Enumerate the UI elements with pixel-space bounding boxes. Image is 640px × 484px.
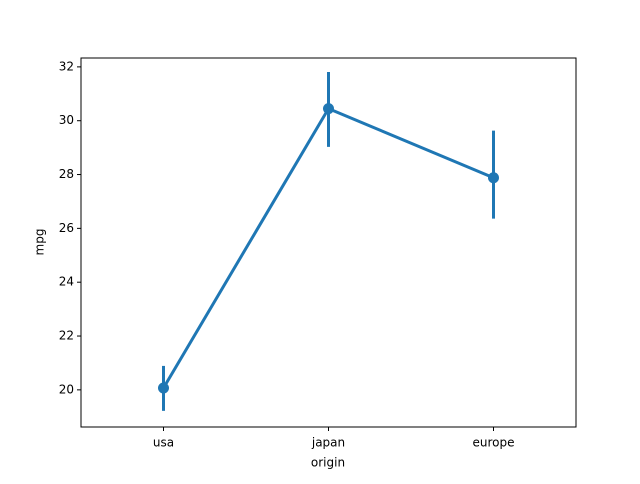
y-tick-label: 30	[59, 113, 74, 127]
x-axis-label: origin	[311, 456, 345, 470]
point	[488, 172, 499, 184]
point	[158, 382, 169, 394]
y-tick-label: 26	[59, 221, 74, 235]
y-tick-label: 24	[59, 275, 74, 289]
line	[162, 106, 495, 389]
y-tick-label: 22	[59, 329, 74, 343]
y-tick-label: 32	[59, 59, 74, 73]
x-tick-label: usa	[153, 436, 174, 450]
y-tick-label: 20	[59, 382, 74, 396]
x-tick-label: europe	[473, 436, 515, 450]
y-axis-label: mpg	[33, 229, 47, 256]
y-tick-label: 28	[59, 167, 74, 181]
point	[323, 103, 334, 115]
x-tick-label: japan	[311, 436, 345, 450]
